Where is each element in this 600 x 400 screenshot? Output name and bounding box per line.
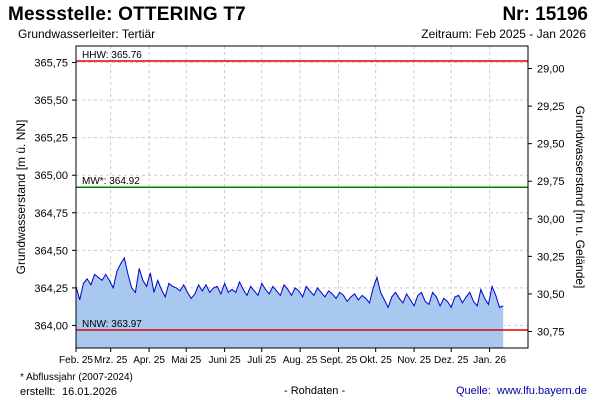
- x-tick-label: Mai 25: [171, 355, 201, 366]
- x-tick-label: Mrz. 25: [94, 355, 128, 366]
- source-link[interactable]: www.lfu.bayern.de: [497, 385, 587, 397]
- source-label: Quelle:: [456, 385, 491, 397]
- y-tick-label-left: 365,25: [34, 133, 68, 145]
- y-tick-label-right: 29,25: [537, 101, 565, 113]
- aquifer-subtitle: Grundwasserleiter: Tertiär: [18, 27, 156, 41]
- plot-frame: [75, 45, 529, 349]
- page-title: Messstelle: OTTERING T7: [8, 4, 246, 25]
- series-area: [76, 257, 504, 348]
- raw-data-note: - Rohdaten -: [284, 385, 346, 397]
- y-tick-label-right: 29,50: [537, 139, 565, 151]
- y-tick-label-left: 364,00: [34, 320, 68, 332]
- y-tick-label-right: 30,00: [537, 214, 565, 226]
- x-tick-label: Jan. 26: [473, 355, 506, 366]
- y-tick-label-right: 30,25: [537, 251, 565, 263]
- x-tick-label: Nov. 25: [397, 355, 431, 366]
- y-tick-label-left: 365,50: [34, 95, 68, 107]
- y-tick-label-left: 364,75: [34, 208, 68, 220]
- station-number: Nr: 15196: [502, 4, 588, 25]
- y-tick-label-left: 364,25: [34, 283, 68, 295]
- y-tick-label-left: 365,00: [34, 170, 68, 182]
- created-label: erstellt:: [20, 386, 56, 398]
- x-tick-label: Dez. 25: [434, 355, 469, 366]
- x-tick-label: Sept. 25: [320, 355, 358, 366]
- y-tick-label-right: 30,50: [537, 289, 565, 301]
- y-tick-label-right: 29,00: [537, 64, 565, 76]
- y-axis-label-left: Grundwasserstand [m ü. NN]: [14, 120, 28, 275]
- x-tick-label: Juli 25: [247, 355, 276, 366]
- y-tick-label-right: 30,75: [537, 326, 565, 338]
- x-tick-label: Apr. 25: [133, 355, 165, 366]
- reference-label: NNW: 363.97: [82, 319, 142, 330]
- series-line: [75, 256, 504, 309]
- x-tick-label: Aug. 25: [283, 355, 318, 366]
- x-tick-label: Feb. 25: [59, 355, 93, 366]
- reference-label: HHW: 365.76: [82, 50, 142, 61]
- created-date: 16.01.2026: [62, 386, 118, 398]
- x-tick-label: Juni 25: [208, 355, 241, 366]
- reference-label: MW*: 364.92: [82, 176, 140, 187]
- y-axis-label-right: Grundwasserstand [m u. Gelände]: [573, 106, 587, 289]
- footnote: * Abflussjahr (2007-2024): [20, 372, 133, 383]
- time-period: Zeitraum: Feb 2025 - Jan 2026: [421, 27, 586, 41]
- x-tick-label: Okt. 25: [360, 355, 393, 366]
- y-tick-label-left: 365,75: [34, 58, 68, 70]
- y-tick-label-left: 364,50: [34, 245, 68, 257]
- y-tick-label-right: 29,75: [537, 176, 565, 188]
